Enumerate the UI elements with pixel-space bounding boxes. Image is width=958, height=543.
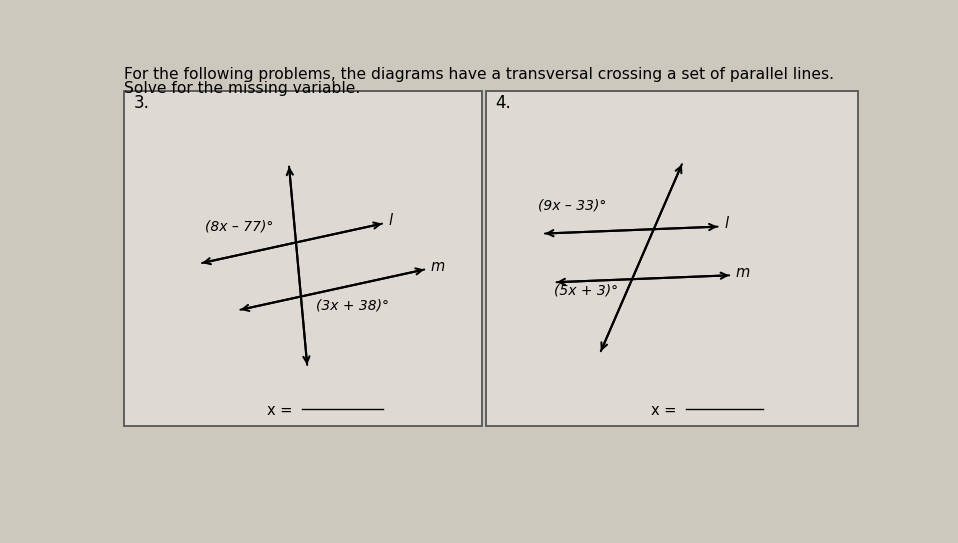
Text: l: l: [724, 216, 728, 231]
Text: 3.: 3.: [134, 94, 149, 112]
Text: For the following problems, the diagrams have a transversal crossing a set of pa: For the following problems, the diagrams…: [124, 67, 833, 83]
Text: m: m: [736, 265, 750, 280]
Text: x =: x =: [267, 402, 292, 418]
Text: l: l: [389, 213, 393, 228]
Text: x =: x =: [650, 402, 676, 418]
Text: m: m: [431, 258, 445, 274]
Text: (5x + 3)°: (5x + 3)°: [554, 283, 618, 297]
Text: 4.: 4.: [495, 94, 512, 112]
Text: (3x + 38)°: (3x + 38)°: [316, 299, 389, 312]
Text: (9x – 33)°: (9x – 33)°: [538, 198, 606, 212]
Bar: [486, 91, 857, 426]
Text: Solve for the missing variable.: Solve for the missing variable.: [124, 81, 360, 96]
Text: (8x – 77)°: (8x – 77)°: [205, 219, 273, 233]
Bar: [124, 91, 482, 426]
